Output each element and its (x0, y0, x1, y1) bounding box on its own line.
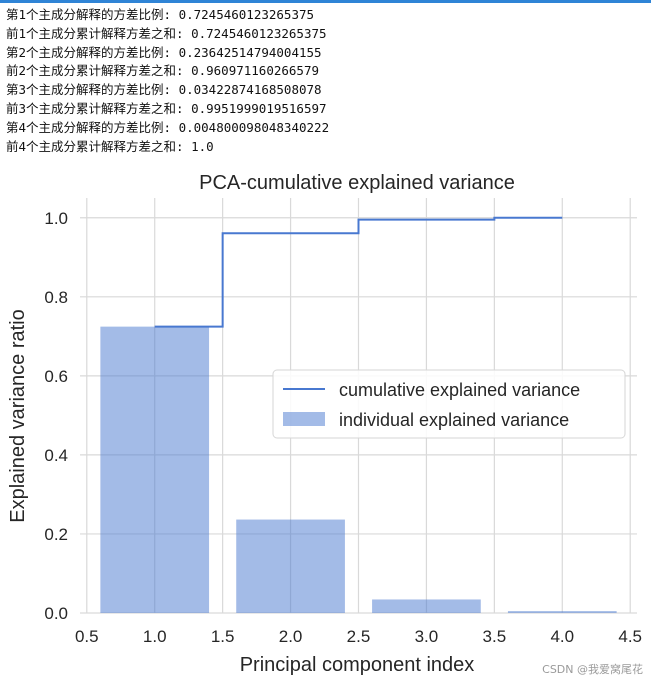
output-line: 第3个主成分解释的方差比例: 0.03422874168508078 (6, 82, 322, 98)
y-axis-label: Explained variance ratio (7, 309, 29, 522)
x-tick-label: 3.0 (415, 627, 439, 646)
watermark: CSDN @我爱窝尾花 (542, 663, 643, 676)
y-tick-label: 0.2 (44, 525, 68, 544)
x-tick-label: 1.5 (211, 627, 235, 646)
notebook-output-text: 第1个主成分解释的方差比例: 0.7245460123265375 前1个主成分累… (6, 6, 329, 156)
y-tick-label: 0.6 (44, 367, 68, 386)
x-tick-label: 1.0 (143, 627, 167, 646)
output-line: 前1个主成分累计解释方差之和: 0.7245460123265375 (6, 25, 327, 41)
y-tick-label: 1.0 (44, 209, 68, 228)
bar-individual-variance (507, 611, 617, 613)
output-line: 前4个主成分累计解释方差之和: 1.0 (6, 138, 214, 154)
legend-bar-swatch (283, 412, 325, 426)
x-tick-label: 2.0 (279, 627, 303, 646)
chart-title: PCA-cumulative explained variance (199, 172, 515, 194)
top-accent-line (0, 0, 651, 3)
x-tick-label: 2.5 (347, 627, 371, 646)
bar-individual-variance (100, 326, 210, 613)
cumulative-variance-line (154, 216, 563, 328)
bar-individual-variance (372, 599, 481, 613)
x-tick-label: 4.0 (550, 627, 574, 646)
legend-label-individual: individual explained variance (339, 410, 569, 430)
output-line: 第1个主成分解释的方差比例: 0.7245460123265375 (6, 7, 315, 22)
output-line: 第2个主成分解释的方差比例: 0.23642514794004155 (6, 44, 322, 60)
y-tick-label: 0.8 (44, 288, 68, 307)
x-tick-label: 0.5 (75, 627, 99, 646)
x-axis-label: Principal component index (240, 654, 475, 676)
legend-box (272, 369, 626, 439)
legend-label-cumulative: cumulative explained variance (339, 380, 580, 400)
output-line: 前3个主成分累计解释方差之和: 0.9951999019516597 (6, 100, 327, 116)
output-line: 前2个主成分累计解释方差之和: 0.960971160266579 (6, 63, 320, 79)
x-tick-label: 3.5 (483, 627, 507, 646)
bar-individual-variance (236, 519, 345, 613)
output-line: 第4个主成分解释的方差比例: 0.004800098048340222 (6, 119, 330, 135)
x-tick-label: 4.5 (618, 627, 642, 646)
y-tick-label: 0.0 (44, 604, 68, 623)
y-tick-label: 0.4 (44, 446, 68, 465)
